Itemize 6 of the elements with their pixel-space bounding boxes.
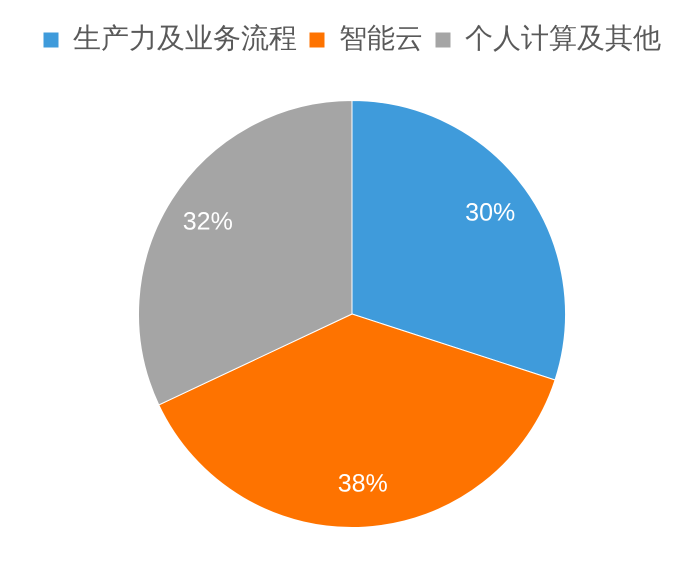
data-label: 32% — [182, 207, 233, 236]
legend-label: 个人计算及其他 — [465, 21, 661, 54]
legend-label: 生产力及业务流程 — [73, 21, 297, 54]
data-label: 38% — [338, 469, 388, 498]
data-label: 30% — [465, 198, 516, 226]
legend-label: 智能云 — [339, 21, 423, 54]
